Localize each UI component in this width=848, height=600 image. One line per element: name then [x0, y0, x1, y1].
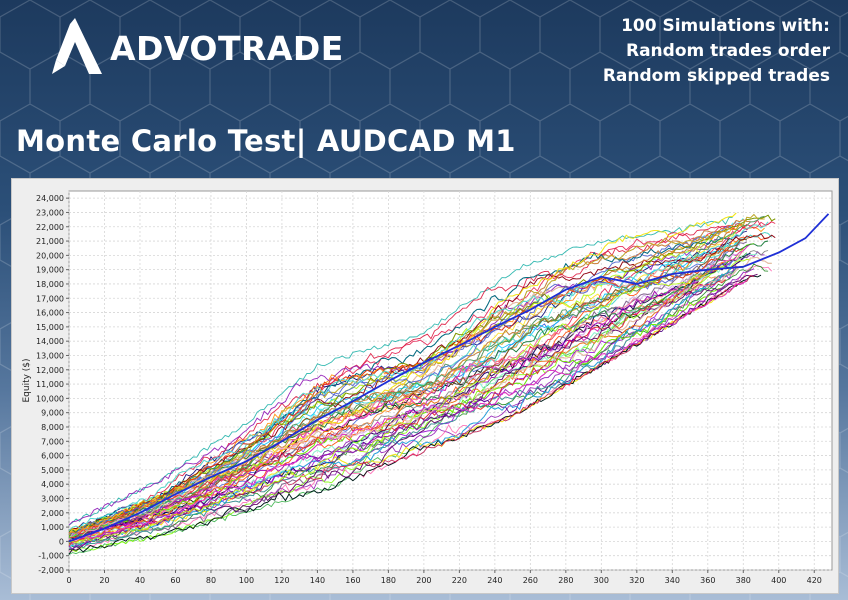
y-tick-label: 7,000 [41, 437, 64, 446]
x-tick-label: 20 [99, 576, 109, 585]
simulation-series-line [68, 279, 748, 543]
y-tick-label: 0 [59, 537, 64, 546]
x-tick-label: 380 [736, 576, 751, 585]
simulation-series-line [68, 231, 730, 534]
y-tick-label: 3,000 [41, 494, 64, 503]
y-tick-label: 14,000 [36, 337, 64, 346]
y-tick-label: 10,000 [36, 394, 64, 403]
y-tick-label: -1,000 [38, 552, 64, 561]
simulation-series-line [68, 237, 733, 537]
brand-name: ADVOTRADE [110, 28, 344, 68]
y-tick-label: 4,000 [41, 480, 64, 489]
simulation-series-line [68, 258, 751, 544]
simulation-series-line [68, 242, 755, 553]
subtitle-line: 100 Simulations with: [621, 16, 830, 36]
x-tick-label: 60 [170, 576, 180, 585]
simulation-series-line [68, 274, 755, 547]
main-equity-series-line [68, 213, 830, 543]
y-tick-label: 6,000 [41, 452, 64, 461]
simulation-series-line [68, 268, 755, 550]
subtitle-line: Random skipped trades [602, 66, 830, 86]
x-tick-label: 400 [771, 576, 786, 585]
brand-logo: ADVOTRADE [44, 16, 344, 76]
y-tick-label: 13,000 [36, 351, 64, 360]
advotrade-a-logo-icon [52, 18, 102, 74]
x-tick-label: 200 [416, 576, 431, 585]
x-tick-label: 300 [594, 576, 609, 585]
x-tick-label: 220 [452, 576, 467, 585]
y-tick-label: 23,000 [36, 208, 64, 217]
simulation-series-line [68, 261, 726, 543]
simulation-series-line [69, 285, 726, 540]
subtitle-line: Random trades order [625, 41, 830, 61]
x-tick-label: 100 [239, 576, 254, 585]
y-tick-label: 21,000 [36, 237, 64, 246]
x-tick-label: 160 [345, 576, 360, 585]
y-tick-label: 17,000 [36, 294, 64, 303]
y-tick-label: 19,000 [36, 266, 64, 275]
simulation-series-line [68, 279, 726, 539]
x-tick-label: 360 [700, 576, 715, 585]
simulation-series-line [68, 221, 769, 531]
y-tick-label: 18,000 [36, 280, 64, 289]
simulation-series-line [68, 252, 751, 541]
simulation-series-line [68, 273, 758, 551]
simulation-series-line [68, 232, 776, 533]
x-tick-label: 140 [310, 576, 325, 585]
simulation-series-line [68, 223, 748, 531]
simulation-series-line [68, 264, 773, 552]
simulation-series-line [68, 293, 726, 546]
x-tick-label: 420 [807, 576, 822, 585]
y-tick-label: 16,000 [36, 309, 64, 318]
simulation-series-line [68, 256, 737, 543]
y-tick-label: 9,000 [41, 409, 64, 418]
simulation-description: 100 Simulations with: Random trades orde… [603, 14, 830, 89]
simulation-series-line [68, 241, 747, 546]
y-tick-label: 2,000 [41, 509, 64, 518]
y-tick-label: 24,000 [36, 194, 64, 203]
equity-chart: -2,000 -1,000 0 1,000 2,000 3,000 4,000 5,000 6,… [22, 190, 833, 585]
y-tick-label: 12,000 [36, 366, 64, 375]
y-tick-label: 15,000 [36, 323, 64, 332]
x-tick-label: 320 [629, 576, 644, 585]
simulation-series-line [68, 253, 751, 537]
y-tick-label: 11,000 [36, 380, 64, 389]
x-tick-label: 180 [381, 576, 396, 585]
y-tick-label: -2,000 [38, 566, 64, 575]
chart-panel: -2,000 -1,000 0 1,000 2,000 3,000 4,000 5,000 6,… [11, 178, 839, 594]
y-tick-label: 22,000 [36, 223, 64, 232]
page-title: Monte Carlo Test| AUDCAD M1 [16, 124, 516, 158]
x-tick-label: 280 [558, 576, 573, 585]
x-tick-label: 120 [274, 576, 289, 585]
simulation-series-line [68, 215, 765, 540]
y-tick-label: 5,000 [41, 466, 64, 475]
x-tick-label: 0 [66, 576, 71, 585]
y-axis-label: Equity ($) [22, 358, 32, 402]
x-tick-label: 240 [487, 576, 502, 585]
simulation-series-line [68, 256, 772, 542]
x-tick-label: 80 [206, 576, 216, 585]
y-tick-label: 8,000 [41, 423, 64, 432]
x-tick-label: 40 [135, 576, 145, 585]
x-tick-label: 340 [665, 576, 680, 585]
simulation-series-line [68, 219, 751, 546]
y-tick-label: 1,000 [41, 523, 64, 532]
simulation-series-line [68, 230, 737, 534]
x-tick-label: 260 [523, 576, 538, 585]
y-tick-label: 20,000 [36, 251, 64, 260]
simulation-series-line [68, 248, 744, 534]
